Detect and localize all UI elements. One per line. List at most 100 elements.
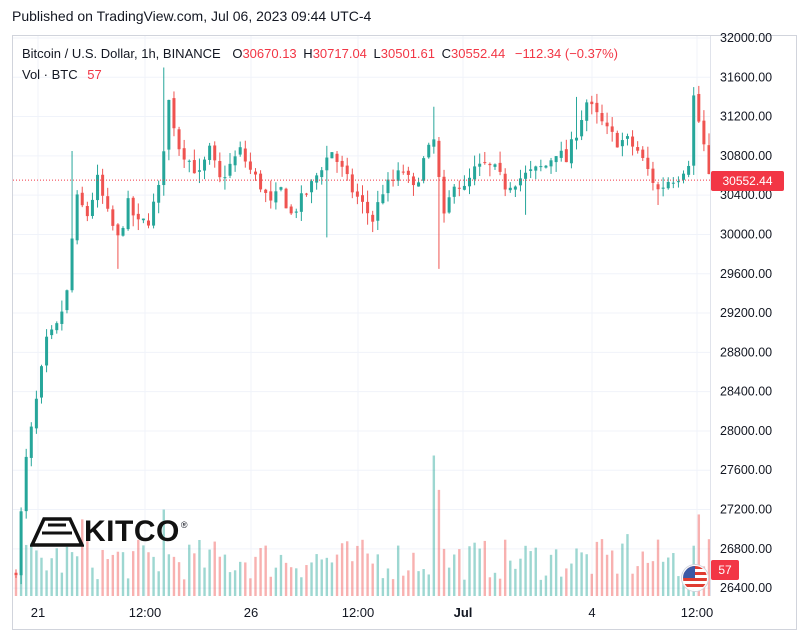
- volume-bar: [203, 567, 206, 596]
- volume-bar: [126, 578, 130, 596]
- volume-bar: [310, 562, 313, 596]
- legend-high: 30717.04: [312, 46, 367, 61]
- volume-bar: [396, 545, 400, 596]
- volume-bar: [417, 571, 420, 596]
- volume-bar: [539, 579, 543, 596]
- candle-body: [671, 182, 675, 184]
- candle-body: [55, 323, 59, 331]
- volume-bar: [24, 544, 28, 596]
- candle-body: [539, 166, 543, 168]
- candle-body: [233, 156, 237, 166]
- candle-body: [304, 193, 308, 195]
- candle-body: [692, 95, 696, 166]
- candle-body: [381, 194, 385, 204]
- volume-bar: [503, 539, 507, 596]
- y-tick-label: 26800.00: [720, 542, 772, 556]
- volume-bar: [172, 556, 176, 596]
- volume-bar: [605, 554, 609, 596]
- kitco-logo: KITCO ®: [30, 515, 187, 549]
- candle-body: [284, 188, 288, 209]
- volume-bar: [244, 562, 247, 596]
- candle-body: [473, 166, 477, 180]
- volume-bar: [600, 539, 604, 596]
- volume-bar: [279, 554, 283, 596]
- candle-body: [269, 191, 273, 201]
- volume-bar: [81, 519, 84, 596]
- volume-bar: [544, 575, 548, 596]
- volume-legend-label: Vol · BTC: [22, 67, 78, 82]
- volume-bar: [442, 548, 446, 596]
- candle-body: [595, 102, 599, 113]
- candle-body: [361, 195, 364, 202]
- candle-body: [121, 227, 125, 236]
- volume-bar: [50, 558, 53, 596]
- candle-body: [182, 148, 186, 160]
- volume-bar: [121, 552, 125, 596]
- volume-bar: [524, 545, 527, 596]
- candle-body: [524, 172, 528, 179]
- candle-body: [651, 168, 655, 183]
- y-tick-label: 28800.00: [720, 345, 772, 359]
- chart-frame: [12, 35, 797, 630]
- volume-bar: [315, 554, 318, 596]
- volume-bar: [458, 549, 461, 596]
- volume-bar: [228, 572, 232, 596]
- candle-body: [661, 187, 665, 189]
- volume-bar: [386, 568, 390, 596]
- volume-bar: [14, 576, 18, 596]
- candle-body: [335, 153, 339, 162]
- volume-bar: [656, 539, 660, 596]
- volume-bar: [616, 573, 619, 596]
- candle-body: [289, 206, 293, 214]
- candle-body: [45, 336, 49, 366]
- volume-bar: [646, 562, 650, 596]
- volume-bar: [677, 576, 680, 596]
- candle-body: [75, 194, 79, 241]
- candle-body: [146, 220, 150, 226]
- legend-open: 30670.13: [242, 46, 297, 61]
- candle-body: [238, 147, 242, 155]
- candle-body: [24, 456, 28, 512]
- volume-bar: [274, 567, 278, 596]
- volume-bar: [65, 546, 69, 596]
- candle-body: [406, 170, 410, 175]
- legend-change: −112.34 (−0.37%): [514, 46, 619, 61]
- us-flag-icon[interactable]: [682, 565, 708, 591]
- candle-body: [223, 177, 227, 179]
- volume-bar: [498, 578, 502, 596]
- candle-body: [631, 136, 635, 147]
- volume-bar: [86, 541, 89, 596]
- candle-body: [366, 201, 370, 214]
- volume-bar: [585, 554, 588, 596]
- x-tick-label: 12:00: [342, 605, 375, 620]
- volume-bar: [651, 561, 655, 596]
- volume-bar: [295, 568, 298, 596]
- volume-bar: [575, 548, 578, 596]
- candle-body: [264, 189, 268, 193]
- legend-close: 30552.44: [451, 46, 506, 61]
- candle-body: [310, 181, 314, 193]
- volume-bar: [351, 561, 354, 596]
- volume-bar: [162, 509, 165, 596]
- candle-body: [447, 197, 451, 213]
- candle-body: [167, 99, 171, 150]
- candle-body: [646, 157, 650, 170]
- candle-body: [116, 224, 120, 236]
- last-price-badge: 30552.44: [711, 171, 784, 191]
- volume-bar: [106, 559, 109, 596]
- candle-body: [126, 198, 130, 230]
- volume-bar: [580, 552, 583, 596]
- y-tick-label: 28400.00: [720, 385, 772, 399]
- candle-body: [544, 165, 548, 168]
- kitco-registered: ®: [180, 520, 188, 530]
- candle-body: [427, 144, 431, 158]
- legend-close-label: C: [441, 46, 452, 61]
- candle-body: [34, 398, 38, 429]
- volume-bar: [447, 567, 451, 596]
- kitco-mark-icon: [30, 517, 84, 547]
- candle-body: [14, 572, 18, 576]
- volume-bar: [361, 539, 364, 596]
- candle-body: [101, 174, 105, 196]
- volume-bar: [636, 566, 639, 596]
